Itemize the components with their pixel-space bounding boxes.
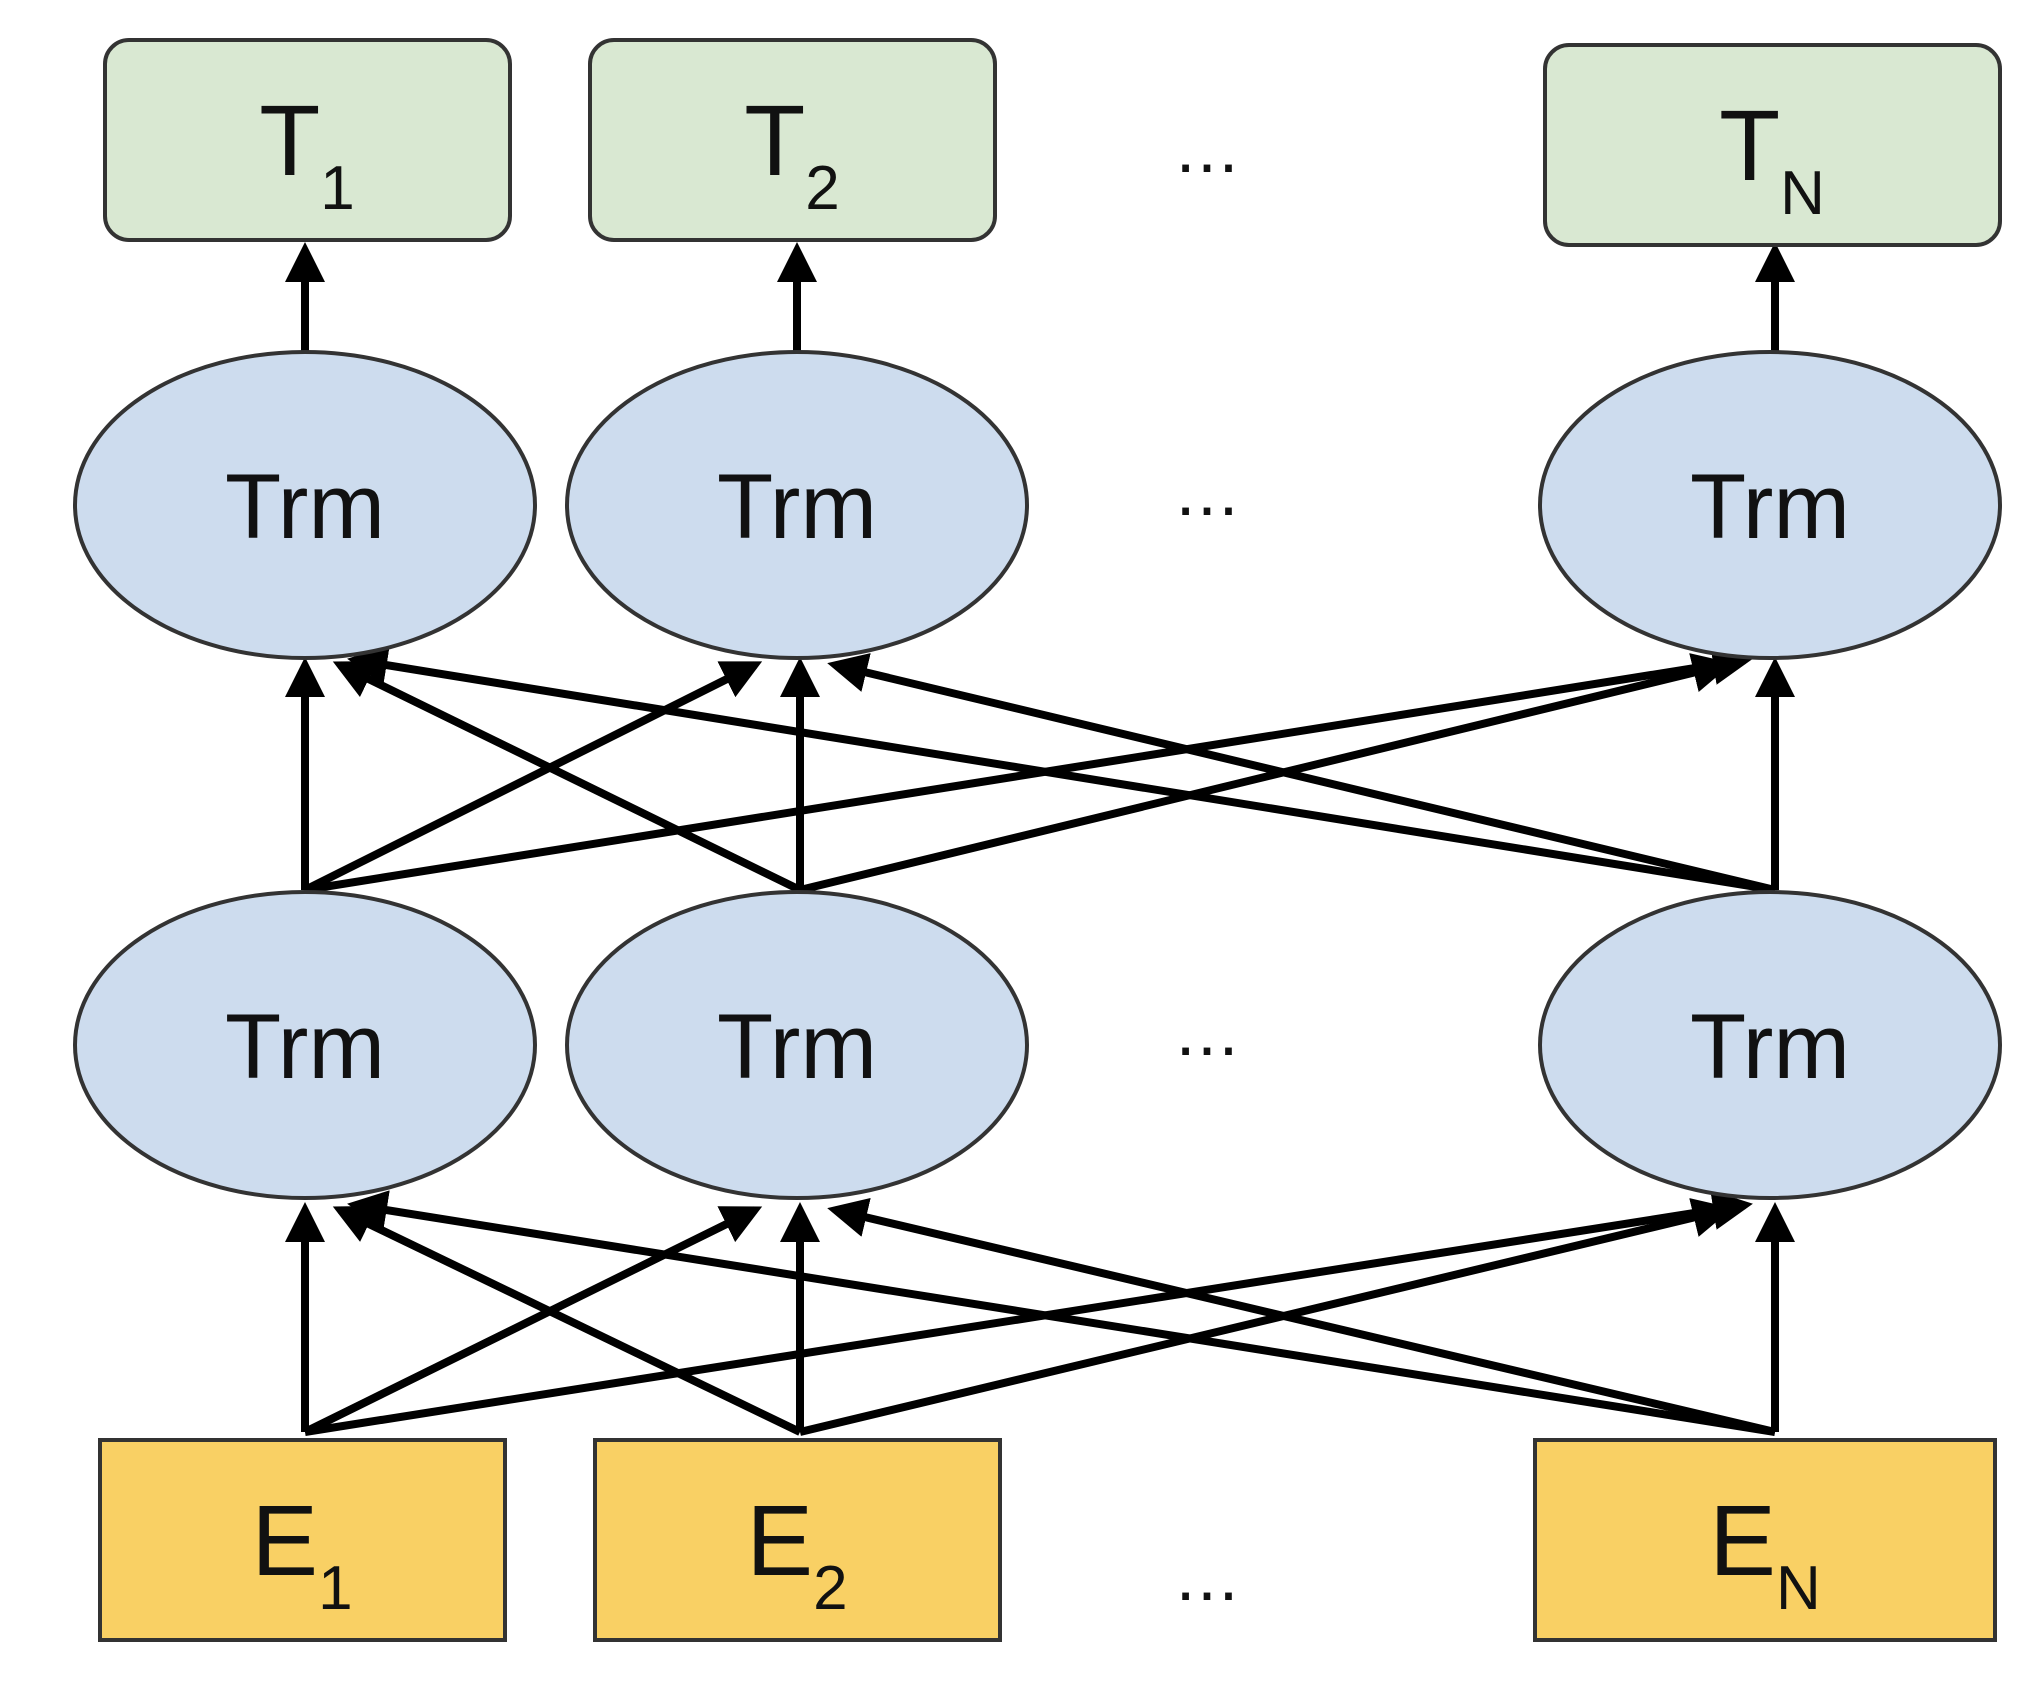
edges-upper-to-output [285,242,1795,352]
edge-lower1-to-upper2 [303,661,763,894]
upper-trm-layer: Trm Trm ... Trm [73,350,2002,660]
lower-trm-label-3: Trm [1690,996,1850,1098]
lower-trm-label-1: Trm [225,996,385,1098]
edge-e2-to-lower1 [332,1205,802,1436]
input-label-en: EN [1709,1485,1820,1623]
input-label-e2: E2 [746,1485,847,1623]
output-label-t1: T1 [259,85,355,223]
output-row: T1 T2 ... TN [103,38,2002,247]
input-box-e1: E1 [98,1438,507,1642]
output-label-t2: T2 [744,85,840,223]
upper-trm-node-2: Trm [565,350,1029,660]
lower-trm-node-3: Trm [1538,890,2002,1200]
input-box-en: EN [1533,1438,1997,1642]
output-box-t2: T2 [588,38,997,242]
lower-trm-ellipsis: ... [1176,992,1240,1070]
edge-lower3-to-upper2 [827,652,1776,894]
lower-trm-label-2: Trm [717,996,877,1098]
output-box-tn: TN [1543,43,2002,247]
upper-trm-label-2: Trm [717,456,877,558]
edge-lower2-to-upper3 [799,653,1733,894]
input-box-e2: E2 [593,1438,1002,1642]
edge-en-to-lower1 [347,1190,1776,1436]
output-label-tn: TN [1719,90,1825,228]
edge-e1-to-lower3 [304,1190,1753,1436]
edge-en-to-lower2 [827,1197,1776,1436]
output-box-t1: T1 [103,38,512,242]
lower-trm-layer: Trm Trm ... Trm [73,890,2002,1200]
input-label-e1: E1 [251,1485,352,1623]
upper-trm-ellipsis: ... [1176,452,1240,530]
lower-trm-node-2: Trm [565,890,1029,1200]
lower-trm-node-1: Trm [73,890,537,1200]
edges-lower-to-upper [285,645,1795,894]
upper-trm-label-1: Trm [225,456,385,558]
edge-e1-to-lower2 [303,1206,763,1436]
input-ellipsis: ... [1176,1537,1240,1615]
output-ellipsis: ... [1176,109,1240,187]
upper-trm-node-3: Trm [1538,350,2002,660]
upper-trm-label-3: Trm [1690,456,1850,558]
input-row: E1 E2 ... EN [98,1438,1997,1642]
edge-e2-to-lower3 [799,1198,1733,1436]
edges-input-to-lower [285,1190,1795,1436]
upper-trm-node-1: Trm [73,350,537,660]
edge-lower1-to-upper3 [304,645,1753,894]
edge-lower2-to-upper1 [332,661,802,894]
edge-lower3-to-upper1 [347,645,1776,894]
